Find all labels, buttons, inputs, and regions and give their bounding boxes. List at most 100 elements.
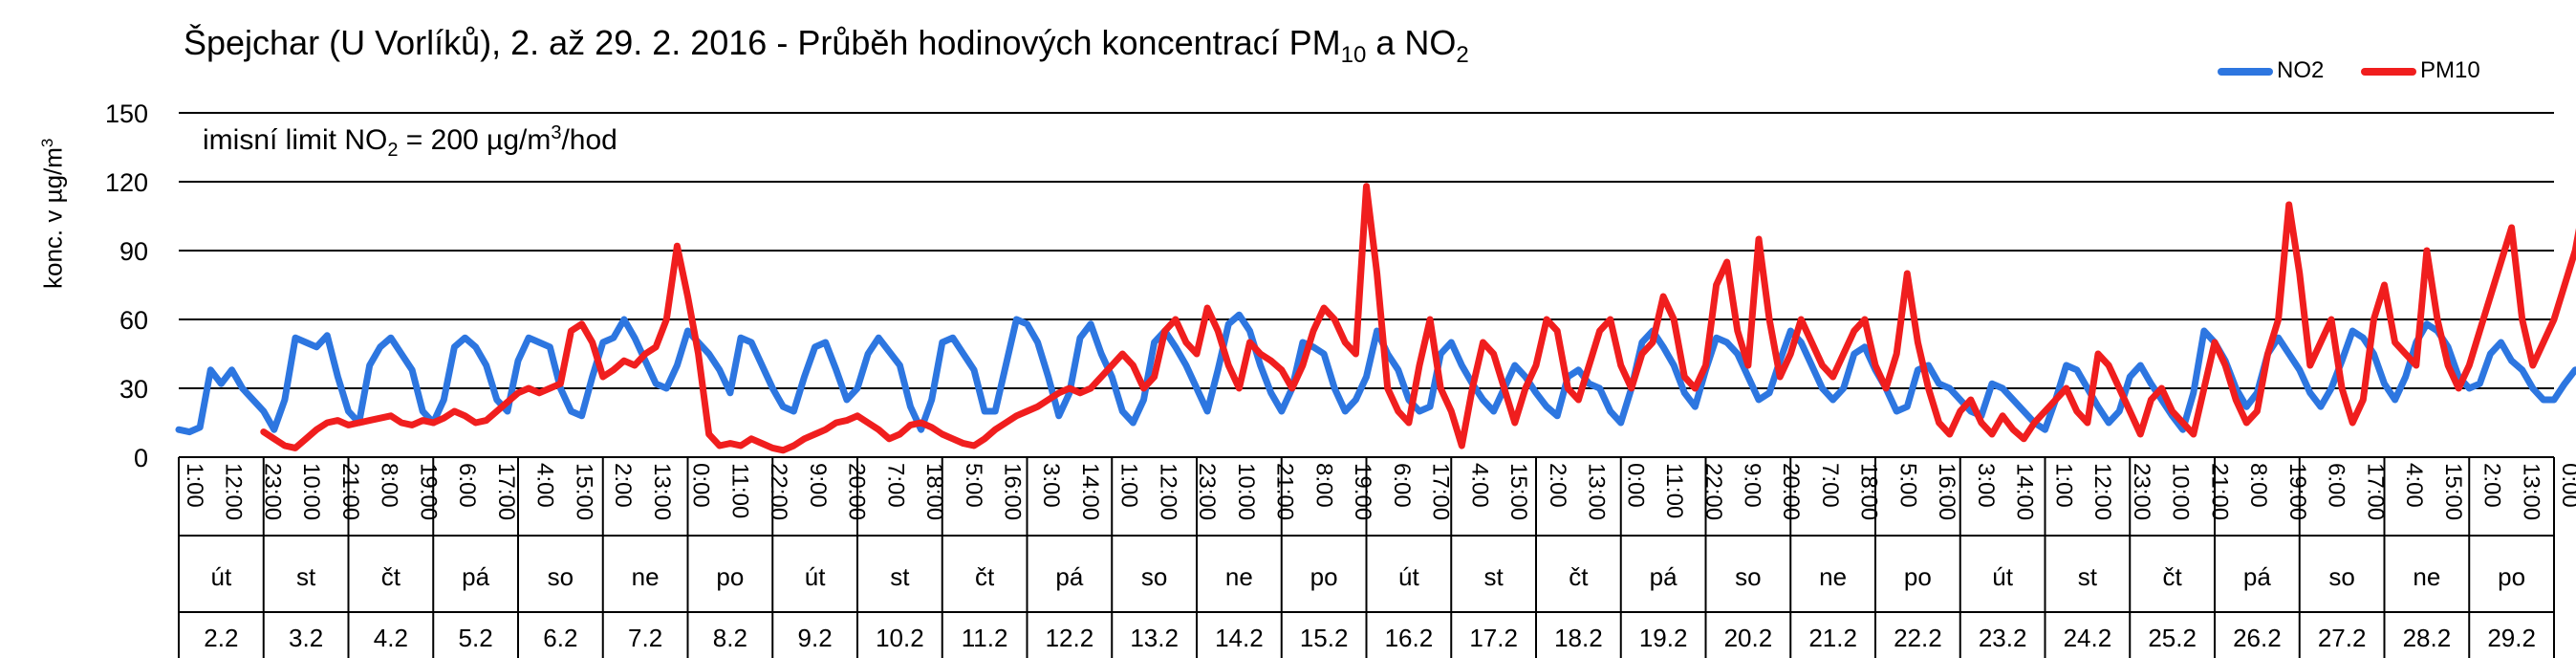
x-tick-label: 20:00 — [844, 463, 870, 520]
series-line-pm10 — [260, 183, 2576, 454]
x-tick-label: 6:00 — [2324, 463, 2349, 508]
x-tick-label: 16:00 — [999, 463, 1025, 520]
chart-title: Špejchar (U Vorlíků), 2. až 29. 2. 2016 … — [184, 23, 1469, 69]
x-tick-label: 1:00 — [2050, 463, 2076, 508]
x-tick-label: 13:00 — [649, 463, 675, 520]
date-label: 19.2 — [1639, 624, 1688, 652]
x-tick-label: 22:00 — [1700, 463, 1726, 520]
weekday-label: ne — [2413, 562, 2440, 591]
weekday-label: ne — [1819, 562, 1847, 591]
x-tick-label: 14:00 — [1077, 463, 1103, 520]
x-tick-label: 22:00 — [766, 463, 791, 520]
x-tick-label: 18:00 — [921, 463, 947, 520]
date-label: 21.2 — [1808, 624, 1857, 652]
weekday-label: so — [2328, 562, 2354, 591]
x-tick-label: 20:00 — [1778, 463, 1804, 520]
legend-item-no2: NO2 — [2218, 57, 2324, 84]
x-tick-label: 2:00 — [1545, 463, 1570, 508]
date-label: 22.2 — [1894, 624, 1942, 652]
series-lines — [175, 183, 2576, 454]
date-label: 3.2 — [289, 624, 323, 652]
date-label: 18.2 — [1554, 624, 1603, 652]
weekday-label: čt — [1569, 562, 1589, 591]
legend-item-pm10: PM10 — [2361, 57, 2480, 84]
weekday-label: st — [1484, 562, 1504, 591]
legend-swatch-pm10 — [2361, 67, 2416, 76]
x-tick-label: 1:00 — [182, 463, 207, 508]
x-tick-label: 16:00 — [1934, 463, 1959, 520]
weekday-label: so — [548, 562, 574, 591]
x-tick-label: 15:00 — [571, 463, 596, 520]
x-tick-label: 12:00 — [221, 463, 247, 520]
x-axis-table: út 2.2 st 3.2 čt 4.2 pá 5.2 so 6.2 ne 7.2 po 8.2 út 9.2… — [178, 457, 2576, 658]
date-label: 17.2 — [1469, 624, 1518, 652]
weekday-label: po — [2498, 562, 2525, 591]
y-tick-label: 60 — [119, 306, 148, 335]
x-tick-label: 12:00 — [1155, 463, 1180, 520]
weekday-label: čt — [381, 562, 401, 591]
date-label: 12.2 — [1046, 624, 1094, 652]
date-label: 29.2 — [2487, 624, 2536, 652]
date-label: 13.2 — [1130, 624, 1179, 652]
date-label: 9.2 — [798, 624, 833, 652]
x-tick-label: 7:00 — [1817, 463, 1843, 508]
date-label: 16.2 — [1385, 624, 1434, 652]
date-label: 23.2 — [1979, 624, 2027, 652]
x-tick-label: 4:00 — [2401, 463, 2427, 508]
date-label: 14.2 — [1215, 624, 1264, 652]
series-line-no2 — [175, 311, 2576, 436]
x-tick-label: 5:00 — [1894, 463, 1920, 508]
date-label: 28.2 — [2403, 624, 2452, 652]
y-tick-label: 120 — [105, 168, 148, 197]
date-label: 7.2 — [628, 624, 662, 652]
legend-label-pm10: PM10 — [2420, 57, 2480, 83]
x-tick-label: 6:00 — [1389, 463, 1415, 508]
legend-swatch-no2 — [2218, 67, 2273, 76]
weekday-label: po — [1310, 562, 1338, 591]
weekday-label: st — [890, 562, 910, 591]
date-label: 25.2 — [2148, 624, 2197, 652]
x-tick-label: 0:00 — [688, 463, 714, 508]
date-label: 26.2 — [2233, 624, 2282, 652]
x-tick-label: 12:00 — [2089, 463, 2115, 520]
x-tick-label: 8:00 — [377, 463, 402, 508]
weekday-label: út — [1398, 562, 1419, 591]
date-label: 24.2 — [2064, 624, 2112, 652]
weekday-label: út — [211, 562, 232, 591]
x-tick-label: 17:00 — [1428, 463, 1454, 520]
x-tick-label: 11:00 — [726, 463, 752, 518]
x-tick-label: 10:00 — [1233, 463, 1259, 520]
grid-lines — [179, 112, 2554, 458]
date-label: 4.2 — [374, 624, 408, 652]
x-tick-label: 15:00 — [2440, 463, 2466, 520]
x-tick-label: 17:00 — [493, 463, 519, 520]
x-tick-label: 17:00 — [2362, 463, 2388, 520]
weekday-label: po — [1904, 562, 1932, 591]
x-tick-label: 19:00 — [2284, 463, 2310, 520]
date-label: 5.2 — [459, 624, 493, 652]
weekday-label: so — [1735, 562, 1761, 591]
y-tick-labels: 0 30 60 90 120 150 — [105, 99, 148, 472]
x-tick-label: 0:00 — [2557, 463, 2576, 508]
weekday-label: st — [296, 562, 316, 591]
weekday-label: st — [2078, 562, 2098, 591]
y-tick-label: 30 — [119, 375, 148, 404]
x-tick-label: 15:00 — [1505, 463, 1531, 520]
x-tick-label: 4:00 — [1466, 463, 1492, 508]
x-tick-label: 19:00 — [415, 463, 441, 520]
date-label: 20.2 — [1724, 624, 1773, 652]
x-tick-label: 9:00 — [805, 463, 831, 508]
y-tick-label: 90 — [119, 237, 148, 266]
date-label: 15.2 — [1300, 624, 1349, 652]
weekday-label: čt — [975, 562, 995, 591]
x-tick-label: 23:00 — [1194, 463, 1220, 520]
x-tick-label: 13:00 — [2518, 463, 2544, 520]
x-tick-label: 14:00 — [2012, 463, 2038, 520]
date-label: 10.2 — [876, 624, 924, 652]
weekday-label: ne — [632, 562, 660, 591]
x-tick-label: 19:00 — [1350, 463, 1375, 520]
x-tick-label: 5:00 — [961, 463, 986, 508]
y-tick-label: 150 — [105, 99, 148, 128]
date-label: 11.2 — [962, 624, 1008, 652]
